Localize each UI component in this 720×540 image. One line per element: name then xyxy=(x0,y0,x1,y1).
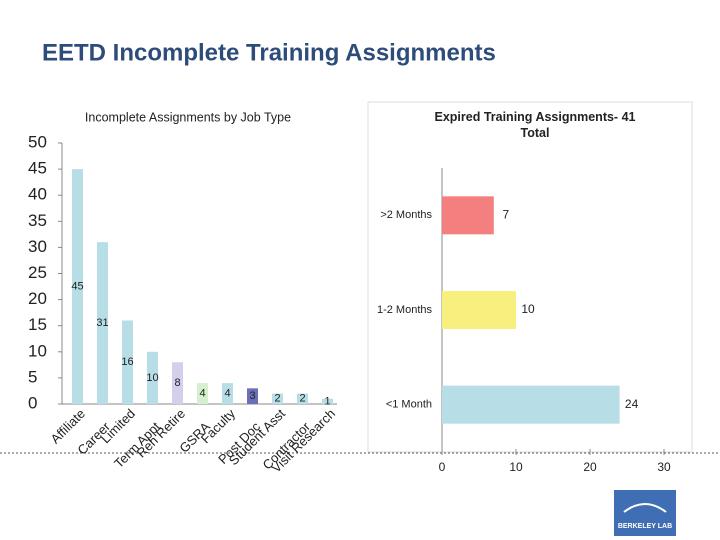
bar xyxy=(247,388,258,404)
bar xyxy=(322,398,333,404)
y-tick-label: 5 xyxy=(28,367,37,386)
bar xyxy=(172,362,183,404)
bar xyxy=(222,383,233,404)
bar xyxy=(72,169,83,404)
value-label: 10 xyxy=(521,302,535,316)
y-tick-label: >2 Months xyxy=(380,209,432,221)
bar xyxy=(442,196,494,235)
y-tick-label: 40 xyxy=(28,185,47,204)
y-tick-label: 25 xyxy=(28,263,47,282)
y-tick-label: 50 xyxy=(28,132,47,151)
y-tick-label: 1-2 Months xyxy=(377,304,433,316)
y-tick-label: 15 xyxy=(28,315,47,334)
slide-title: EETD Incomplete Training Assignments xyxy=(42,39,496,66)
bar xyxy=(147,351,158,404)
value-label: 4 xyxy=(199,387,205,399)
x-tick-label: 0 xyxy=(439,460,446,474)
x-tick-label: 20 xyxy=(583,460,597,474)
bar xyxy=(297,393,308,404)
bar xyxy=(272,393,283,404)
bar xyxy=(197,383,208,404)
value-label: 1 xyxy=(324,395,330,407)
y-tick-label: 35 xyxy=(28,211,47,230)
value-label: 7 xyxy=(502,208,509,222)
logo-text: BERKELEY LAB xyxy=(618,523,672,530)
value-label: 31 xyxy=(96,317,108,329)
value-label: 2 xyxy=(274,393,280,405)
x-tick-label: 30 xyxy=(657,460,671,474)
logo-box xyxy=(614,490,676,536)
bar xyxy=(122,320,133,404)
y-tick-label: 30 xyxy=(28,237,47,256)
bar xyxy=(442,385,620,424)
y-tick-label: 45 xyxy=(28,159,47,178)
value-label: 24 xyxy=(625,397,639,411)
y-tick-label: 10 xyxy=(28,341,47,360)
chart-title: Incomplete Assignments by Job Type xyxy=(85,110,291,124)
chart-title: Expired Training Assignments- 41 Total xyxy=(435,110,636,140)
value-label: 2 xyxy=(299,393,305,405)
y-tick-label: <1 Month xyxy=(386,399,432,411)
y-tick-label: 0 xyxy=(28,393,37,412)
y-tick-label: 20 xyxy=(28,289,47,308)
bar xyxy=(442,291,516,329)
value-label: 16 xyxy=(121,356,133,368)
value-label: 3 xyxy=(249,390,255,402)
chart-frame xyxy=(367,101,693,453)
value-label: 4 xyxy=(224,387,230,399)
value-label: 10 xyxy=(146,372,158,384)
value-label: 8 xyxy=(174,377,180,389)
bar xyxy=(97,242,108,404)
logo-arc xyxy=(623,503,667,513)
value-label: 45 xyxy=(71,280,83,292)
x-tick-label: 10 xyxy=(509,460,523,474)
